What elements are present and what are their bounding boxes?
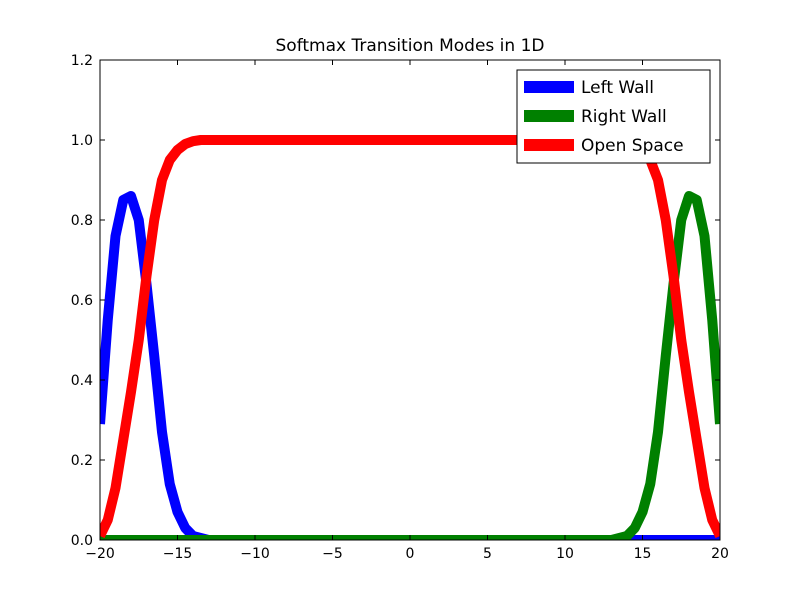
y-tick-label: 0.4 — [71, 373, 93, 389]
x-tick-label: 15 — [634, 546, 652, 562]
series-layer — [100, 135, 720, 540]
x-tick-label: −15 — [163, 546, 193, 562]
series-line-0 — [100, 191, 720, 540]
legend: Left Wall Right Wall Open Space — [516, 69, 711, 164]
y-tick-label: 1.2 — [71, 53, 93, 69]
chart-title: Softmax Transition Modes in 1D — [276, 36, 545, 56]
legend-label-1: Right Wall — [581, 107, 667, 127]
x-tick-label: −10 — [240, 546, 270, 562]
legend-swatch-1 — [524, 110, 574, 122]
y-tick-label: 0.8 — [71, 213, 93, 229]
legend-swatch-0 — [524, 81, 574, 93]
series-line-2 — [100, 135, 720, 539]
legend-swatch-2 — [524, 139, 574, 151]
x-tick-label: −5 — [322, 546, 343, 562]
y-tick-label: 1.0 — [71, 133, 93, 149]
x-tick-label: 5 — [483, 546, 492, 562]
x-tick-label: 10 — [556, 546, 574, 562]
y-tick-label: 0.2 — [71, 453, 93, 469]
y-tick-label: 0.0 — [71, 533, 93, 549]
ticks-layer: −20 −15 −10 −5 0 5 10 15 20 0.0 0.2 0.4 0.6 0.8 1.0 1.2 — [71, 53, 729, 562]
x-tick-label: −20 — [85, 546, 115, 562]
x-tick-label: 20 — [711, 546, 729, 562]
legend-label-2: Open Space — [581, 136, 684, 156]
series-line-1 — [100, 191, 720, 540]
legend-label-0: Left Wall — [581, 78, 654, 98]
y-tick-label: 0.6 — [71, 293, 93, 309]
x-tick-label: 0 — [406, 546, 415, 562]
